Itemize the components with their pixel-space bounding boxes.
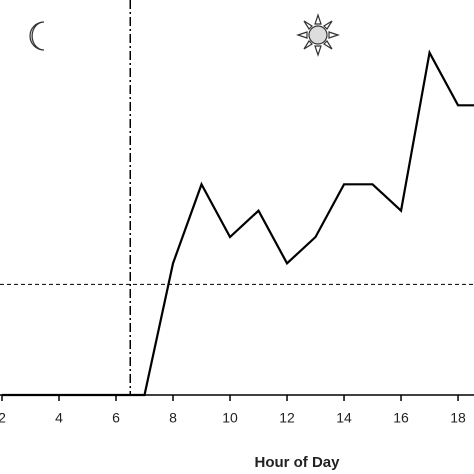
x-tick-label: 4	[55, 410, 63, 426]
x-tick-label: 2	[0, 410, 6, 426]
x-tick-label: 12	[279, 410, 295, 426]
x-tick-label: 14	[336, 410, 352, 426]
x-tick-label: 6	[112, 410, 120, 426]
moon-icon	[29, 21, 45, 51]
data-line	[1, 49, 474, 397]
x-tick-label: 10	[222, 410, 238, 426]
sun-icon	[296, 13, 340, 57]
x-tick-label: 8	[169, 410, 177, 426]
x-tick-label: 18	[450, 410, 466, 426]
x-tick-label: 16	[393, 410, 409, 426]
x-axis-title: Hour of Day	[254, 454, 340, 471]
